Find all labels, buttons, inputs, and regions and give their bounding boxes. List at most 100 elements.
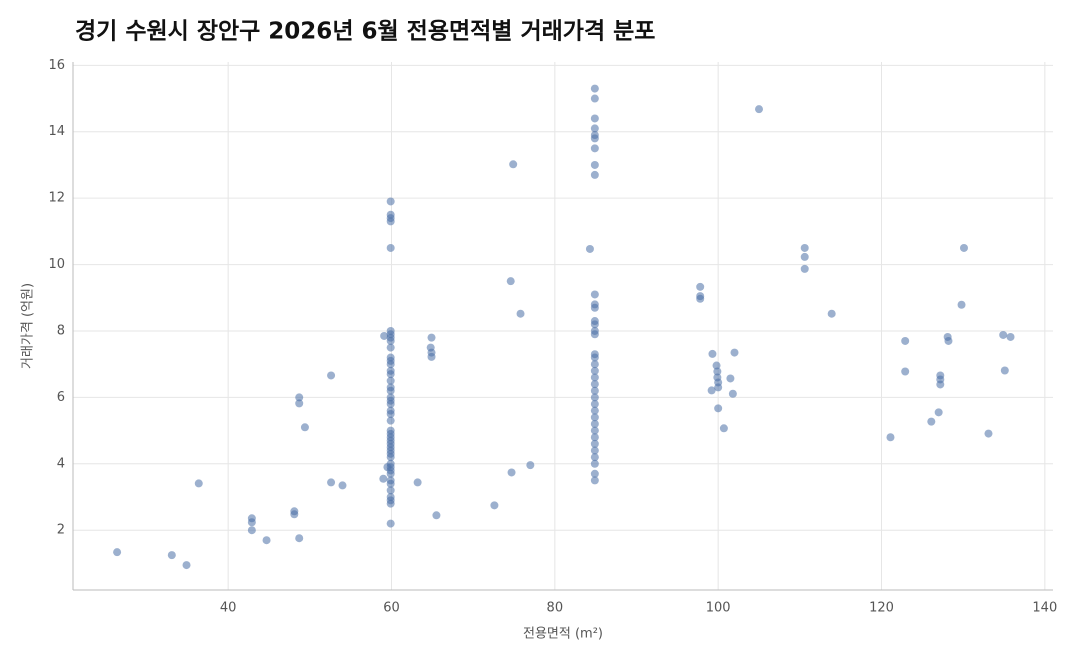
point — [590, 419, 599, 428]
x-tick-label: 40 — [220, 601, 237, 616]
point — [590, 114, 599, 123]
point — [427, 333, 436, 342]
point — [590, 320, 599, 329]
point — [713, 367, 722, 376]
point — [726, 374, 735, 383]
point — [590, 330, 599, 339]
point — [590, 406, 599, 415]
point — [959, 243, 968, 252]
y-axis-label: 거래가격 (억원) — [21, 283, 36, 369]
point — [590, 469, 599, 478]
point — [300, 423, 309, 432]
point — [386, 376, 395, 385]
point — [590, 373, 599, 382]
point — [957, 300, 966, 309]
point — [386, 197, 395, 206]
point — [386, 386, 395, 395]
x-tick-label: 120 — [869, 601, 894, 616]
point — [526, 461, 535, 470]
point — [714, 404, 723, 413]
point — [590, 413, 599, 422]
x-tick-label: 140 — [1032, 601, 1057, 616]
point — [590, 400, 599, 409]
point — [386, 499, 395, 508]
point — [590, 476, 599, 485]
point — [696, 292, 705, 301]
point — [590, 453, 599, 462]
y-tick-label: 12 — [48, 191, 65, 206]
point — [247, 518, 256, 527]
point — [413, 478, 422, 487]
point — [327, 478, 336, 487]
y-tick-label: 8 — [57, 323, 65, 338]
point — [590, 386, 599, 395]
point — [590, 290, 599, 299]
point — [590, 134, 599, 143]
point — [590, 170, 599, 179]
point — [696, 282, 705, 291]
point — [295, 393, 304, 402]
point — [516, 309, 525, 318]
point — [247, 526, 256, 535]
x-tick-label: 80 — [547, 601, 564, 616]
point — [507, 468, 516, 477]
point — [380, 331, 389, 340]
point — [800, 252, 809, 261]
point — [827, 309, 836, 318]
point — [755, 105, 763, 114]
point — [590, 439, 599, 448]
point — [730, 348, 739, 357]
point — [590, 380, 599, 389]
point — [590, 433, 599, 442]
point — [719, 424, 728, 433]
point — [386, 453, 395, 462]
point — [1000, 366, 1009, 375]
point — [708, 349, 717, 358]
point — [712, 361, 721, 370]
point — [901, 367, 910, 376]
point — [934, 408, 943, 417]
point — [728, 389, 737, 398]
point — [984, 429, 993, 438]
y-tick-label: 14 — [48, 124, 65, 139]
point — [490, 501, 499, 510]
point — [386, 519, 395, 528]
point — [386, 479, 395, 488]
point — [327, 371, 336, 380]
point — [590, 426, 599, 435]
y-tick-label: 10 — [48, 257, 65, 272]
point — [714, 383, 723, 392]
chart-title: 경기 수원시 장안구 2026년 6월 전용면적별 거래가격 분포 — [75, 19, 655, 45]
y-tick-label: 2 — [57, 523, 65, 538]
point — [113, 548, 122, 557]
point — [590, 366, 599, 375]
point — [295, 399, 304, 408]
point — [590, 144, 599, 153]
point — [590, 446, 599, 455]
point — [383, 463, 392, 472]
point — [590, 84, 599, 93]
point — [590, 360, 599, 369]
x-axis-label: 전용면적 (m²) — [523, 627, 603, 642]
point — [338, 481, 347, 490]
point — [427, 352, 436, 361]
point — [167, 551, 176, 560]
point — [386, 400, 395, 409]
point — [590, 124, 599, 133]
point — [386, 469, 395, 478]
point — [182, 561, 191, 570]
point — [1006, 332, 1015, 341]
point — [590, 160, 599, 169]
y-tick-label: 16 — [48, 58, 65, 73]
point — [386, 243, 395, 252]
point — [386, 486, 395, 495]
point — [999, 330, 1008, 339]
point — [262, 536, 271, 545]
point — [432, 511, 441, 520]
point — [927, 417, 936, 426]
point — [901, 336, 910, 345]
point — [944, 336, 953, 345]
y-tick-label: 6 — [57, 390, 65, 405]
x-tick-label: 100 — [706, 601, 731, 616]
